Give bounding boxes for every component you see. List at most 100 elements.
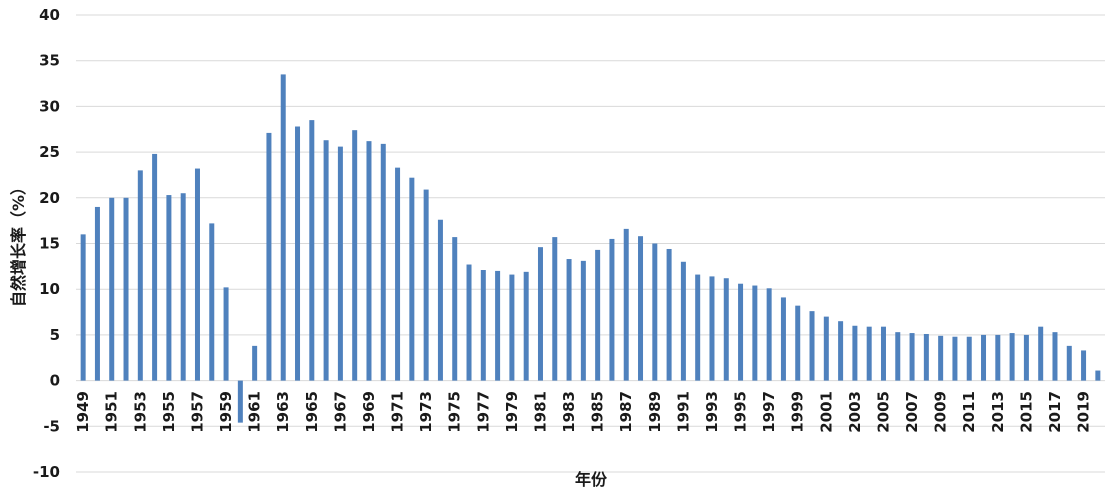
- bar: [838, 321, 844, 381]
- bar: [209, 223, 215, 381]
- bar: [137, 170, 143, 381]
- y-tick-label: 20: [39, 189, 60, 207]
- x-tick-label: 1985: [589, 391, 607, 433]
- y-tick-label: 0: [50, 372, 60, 390]
- x-tick-label: 1965: [303, 391, 321, 433]
- bar: [866, 326, 872, 381]
- bar: [552, 237, 558, 381]
- bar: [952, 336, 958, 381]
- bar: [537, 247, 543, 381]
- x-tick-label: 1993: [703, 391, 721, 433]
- bar: [180, 193, 186, 381]
- bar: [938, 335, 944, 381]
- bar: [695, 274, 701, 381]
- bar: [795, 305, 801, 381]
- x-tick-label: 2007: [903, 391, 921, 433]
- bar: [1052, 332, 1058, 381]
- y-tick-label: 25: [39, 143, 60, 161]
- x-tick-label: 1975: [446, 391, 464, 433]
- x-tick-label: 2001: [817, 391, 835, 433]
- x-tick-label: 1953: [131, 391, 149, 433]
- bar: [995, 334, 1001, 381]
- x-tick-label: 2011: [960, 391, 978, 433]
- bar: [280, 74, 286, 381]
- x-tick-label: 1955: [160, 391, 178, 433]
- bar: [366, 141, 372, 381]
- bar: [437, 219, 443, 381]
- x-tick-label: 2009: [932, 391, 950, 433]
- bar: [123, 197, 129, 381]
- bar: [452, 237, 458, 381]
- x-tick-label: 2013: [989, 391, 1007, 433]
- bar: [1023, 334, 1029, 381]
- bar: [623, 228, 629, 381]
- bar: [852, 325, 858, 381]
- bar: [380, 143, 386, 381]
- y-tick-label: 30: [39, 97, 60, 115]
- bar: [823, 316, 829, 381]
- x-tick-label: 2005: [874, 391, 892, 433]
- bar: [1066, 345, 1072, 381]
- x-tick-label: 1999: [789, 391, 807, 433]
- bar: [495, 270, 501, 381]
- x-tick-label: 1971: [389, 391, 407, 433]
- bar: [94, 206, 100, 381]
- y-tick-label: 40: [39, 6, 60, 24]
- gridlines: [76, 14, 1105, 473]
- bar: [609, 238, 615, 381]
- bar: [923, 333, 929, 381]
- y-tick-label: -10: [33, 463, 60, 481]
- bar: [766, 288, 772, 381]
- bar: [323, 140, 329, 381]
- y-axis-title: 自然增长率（%）: [9, 179, 28, 307]
- bar: [909, 333, 915, 381]
- x-tick-label: 1981: [531, 391, 549, 433]
- bar: [966, 336, 972, 381]
- bar: [266, 132, 272, 381]
- bar: [895, 332, 901, 381]
- x-tick-label: 2003: [846, 391, 864, 433]
- x-tick-label: 1969: [360, 391, 378, 433]
- bar: [237, 380, 243, 423]
- x-tick-label: 1949: [74, 391, 92, 433]
- bar: [709, 276, 715, 381]
- bar: [466, 264, 472, 381]
- x-axis-title: 年份: [575, 470, 608, 489]
- x-tick-label: 1957: [188, 391, 206, 433]
- bar: [80, 234, 86, 381]
- bar: [309, 120, 315, 381]
- x-tick-label: 1963: [274, 391, 292, 433]
- x-tick-label: 2015: [1017, 391, 1035, 433]
- bar: [480, 270, 486, 381]
- bar: [194, 168, 200, 381]
- y-tick-label: 35: [39, 52, 60, 70]
- bar: [1038, 326, 1044, 381]
- bar: [509, 274, 515, 381]
- bar: [337, 146, 343, 381]
- x-tick-label: 1997: [760, 391, 778, 433]
- bar: [409, 177, 415, 381]
- bar: [780, 297, 786, 381]
- x-tick-label: 1951: [103, 391, 121, 433]
- bar: [223, 287, 229, 381]
- bar: [295, 126, 301, 381]
- x-axis-ticks: 1949 1951 1953 1955 1957 1959 1961 1963 1965 1967…: [74, 391, 1092, 433]
- x-tick-label: 1961: [246, 391, 264, 433]
- y-tick-label: 5: [50, 326, 60, 344]
- x-tick-label: 1995: [732, 391, 750, 433]
- x-tick-label: 1991: [674, 391, 692, 433]
- bar: [595, 249, 601, 381]
- bar: [652, 243, 658, 381]
- bar: [166, 195, 172, 381]
- bar: [666, 248, 672, 381]
- bar: [580, 260, 586, 381]
- y-tick-label: -5: [43, 417, 60, 435]
- bar: [809, 311, 815, 381]
- bar: [352, 130, 358, 381]
- bar: [723, 278, 729, 381]
- bar: [680, 261, 686, 381]
- bar: [1095, 370, 1101, 381]
- x-tick-label: 2017: [1046, 391, 1064, 433]
- bar: [1081, 350, 1087, 381]
